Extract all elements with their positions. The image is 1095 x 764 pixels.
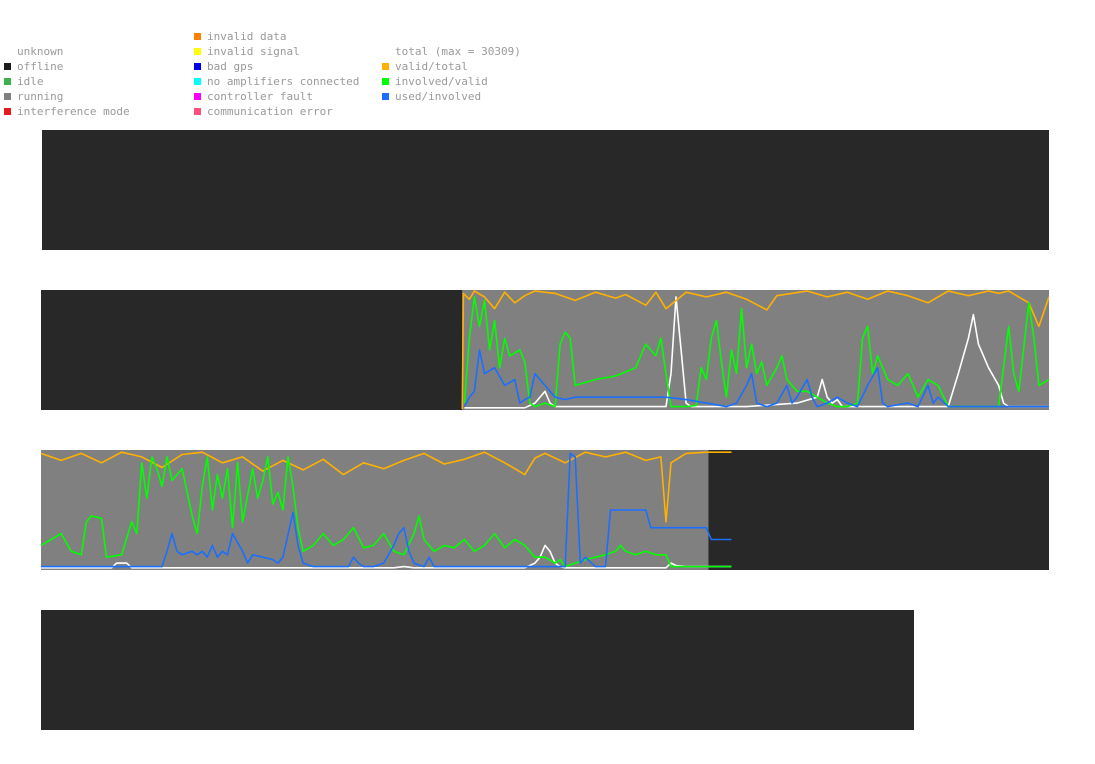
legend-swatch: [194, 78, 201, 85]
status-segment-running: [41, 450, 709, 570]
legend-label: controller fault: [207, 90, 313, 103]
series-line-valid-total: [461, 290, 1049, 410]
legend-label: running: [17, 90, 64, 103]
legend-swatch: [382, 48, 389, 55]
legend-label: invalid signal: [207, 45, 300, 58]
status-segment-offline: [41, 610, 914, 730]
legend: unknown offline idle running interferenc…: [0, 0, 1095, 125]
legend-label: bad gps: [207, 60, 254, 73]
legend-swatch: [4, 78, 11, 85]
legend-swatch: [194, 33, 201, 40]
legend-swatch: [382, 93, 389, 100]
legend-label: valid/total: [395, 60, 468, 73]
legend-swatch: [194, 63, 201, 70]
series-line-used-involved: [463, 349, 1049, 408]
legend-swatch: [382, 78, 389, 85]
series-line-total: [464, 296, 1049, 409]
timeline-strip-2: [41, 290, 1049, 410]
legend-label: invalid data: [207, 30, 287, 43]
series-line-involved-valid: [41, 456, 732, 568]
legend-label: total (max = 30309): [395, 45, 521, 58]
timeline-strip-4: [41, 610, 914, 730]
legend-swatch: [194, 108, 201, 115]
status-segment-offline: [41, 290, 463, 410]
legend-swatch: [4, 63, 11, 70]
legend-swatch: [4, 108, 11, 115]
timeline-strip-1: [42, 130, 1049, 250]
legend-label: communication error: [207, 105, 333, 118]
status-segment-offline: [708, 450, 1049, 570]
legend-swatch: [194, 48, 201, 55]
legend-label: offline: [17, 60, 64, 73]
status-segment-offline: [42, 130, 1049, 250]
legend-swatch: [4, 93, 11, 100]
legend-swatch: [194, 93, 201, 100]
legend-label: used/involved: [395, 90, 482, 103]
legend-swatch: [382, 63, 389, 70]
series-line-involved-valid: [463, 296, 1049, 408]
series-line-used-involved: [41, 452, 732, 568]
legend-swatch: [4, 48, 11, 55]
legend-label: idle: [17, 75, 44, 88]
legend-label: unknown: [17, 45, 64, 58]
legend-label: no amplifiers connected: [207, 75, 360, 88]
timeline-strip-3: [41, 450, 1049, 570]
legend-label: involved/valid: [395, 75, 488, 88]
legend-label: interference mode: [17, 105, 130, 118]
